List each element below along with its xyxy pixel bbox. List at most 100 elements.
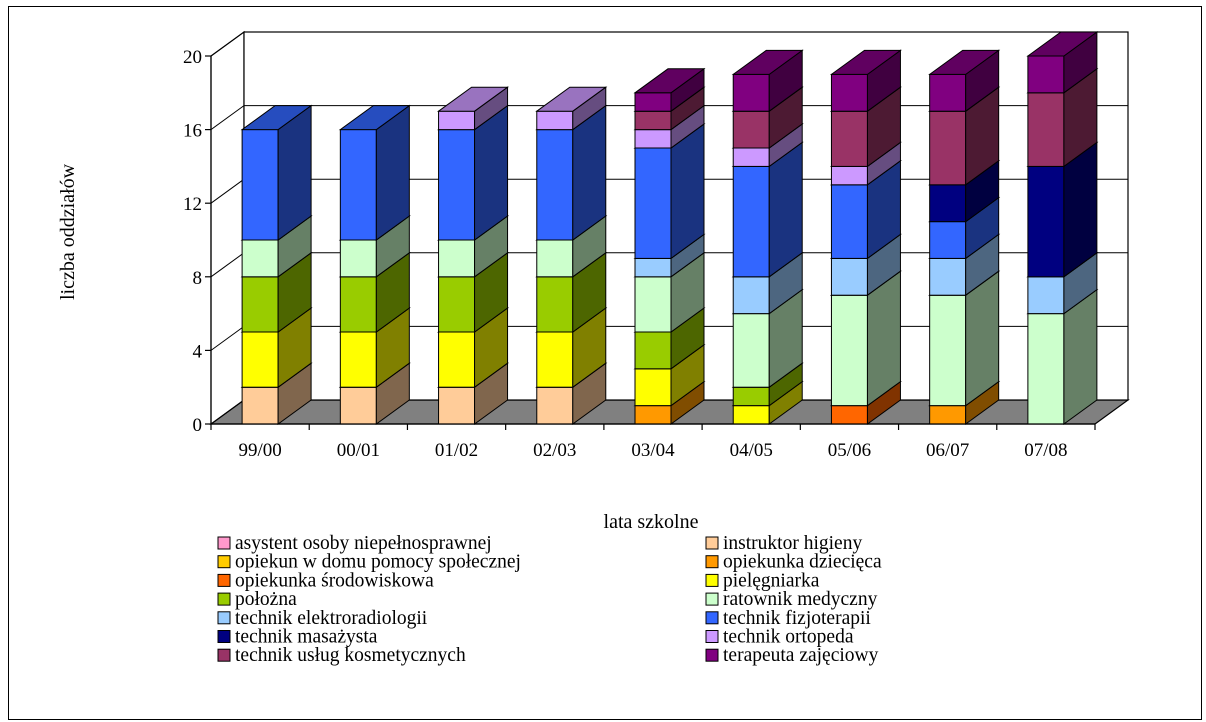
bar-front: [830, 184, 868, 259]
side-wall: [210, 30, 245, 426]
legend-label: technik fizjoterapii: [723, 608, 871, 629]
x-axis-title: lata szkolne: [604, 511, 699, 533]
bar-front: [438, 239, 476, 278]
bar-front: [732, 147, 770, 167]
legend-label: ratownik medyczny: [723, 589, 878, 610]
bar-front: [634, 276, 672, 333]
legend-item-technik-fizjoterapii: technik fizjoterapii: [705, 608, 871, 629]
legend-swatch: [217, 630, 231, 643]
bar-front: [1027, 276, 1065, 315]
bar-front: [732, 73, 770, 112]
legend-label: opiekun w domu pomocy społecznej: [235, 552, 521, 573]
x-tick-label: 06/07: [926, 440, 969, 461]
bar-top: [535, 86, 608, 112]
side-gridline: [210, 325, 245, 351]
legend-label: położna: [235, 589, 297, 610]
bar-segment-technik-uslug-kosmetycznych: [1026, 67, 1099, 168]
bar-top: [928, 49, 1001, 75]
bar-top: [1026, 31, 1099, 57]
bar-front: [634, 92, 672, 112]
chart-axes: 0 4 8 12 16 20 99/00 00/01 01/02 02/03 03/04 04/05 0…: [183, 47, 1096, 461]
bar-front: [830, 73, 868, 112]
bar-front: [339, 239, 377, 278]
legend-swatch: [217, 648, 231, 662]
bar-front: [830, 110, 868, 167]
legend-item-instruktor-higieny: instruktor higieny: [705, 533, 862, 554]
legend-swatch: [705, 630, 719, 643]
bar-stack-00-01: [338, 104, 411, 425]
bar-segment-technik-fizjoterapii: [437, 104, 510, 241]
legend-swatch: [217, 611, 231, 625]
x-tick-label: 04/05: [730, 440, 773, 461]
bar-front: [929, 221, 967, 259]
bar-front: [438, 331, 476, 388]
bar-front: [241, 331, 279, 388]
bar-front: [929, 405, 967, 425]
bar-front: [929, 257, 967, 296]
x-tick-label: 99/00: [238, 440, 281, 461]
legend-item-technik-ortopeda: technik ortopeda: [705, 627, 854, 648]
x-tick-label: 05/06: [828, 440, 871, 461]
legend-swatch: [217, 555, 231, 569]
bar-segment-terapeuta-zajeciowy: [928, 49, 1001, 113]
bar-segment-technik-elektroradiologii: [731, 251, 804, 315]
legend: asystent osoby niepełnosprawnej instrukto…: [217, 533, 882, 666]
legend-swatch: [217, 592, 231, 606]
chart-bars: [240, 31, 1099, 425]
legend-label: technik usług kosmetycznych: [235, 645, 466, 666]
bar-front: [830, 165, 868, 186]
legend-label: opiekunka dziecięca: [723, 552, 882, 573]
bar-front: [634, 147, 672, 259]
legend-swatch: [705, 592, 719, 606]
bar-front: [929, 184, 967, 223]
bar-front: [1027, 313, 1065, 425]
legend-label: instruktor higieny: [723, 533, 862, 554]
legend-swatch: [705, 611, 719, 625]
bar-stack-99-00: [240, 104, 313, 425]
legend-swatch: [217, 536, 231, 550]
legend-label: technik ortopeda: [723, 627, 854, 648]
bar-front: [732, 386, 770, 407]
bar-front: [634, 257, 672, 278]
legend-item-asystent-osoby-niepelnosprawnej: asystent osoby niepełnosprawnej: [217, 533, 492, 554]
bar-front: [634, 405, 672, 425]
x-tick-label: 01/02: [435, 440, 478, 461]
bar-front: [634, 331, 672, 370]
bar-front: [241, 386, 279, 425]
bar-front: [536, 110, 574, 131]
bar-top: [437, 86, 510, 112]
bar-stack-03-04: [633, 67, 706, 425]
bar-top: [240, 105, 313, 131]
legend-item-technik-elektroradiologii: technik elektroradiologii: [217, 608, 428, 629]
bar-front: [438, 110, 476, 131]
legend-label: opiekunka środowiskowa: [235, 570, 434, 591]
bar-segment-technik-ortopeda: [535, 86, 608, 131]
y-tick-label: 12: [183, 194, 202, 215]
bar-segment-terapeuta-zajeciowy: [829, 49, 902, 113]
bar-stack-07-08: [1026, 31, 1099, 425]
bar-front: [929, 110, 967, 186]
legend-item-ratownik-medyczny: ratownik medyczny: [705, 589, 878, 610]
bar-segment-terapeuta-zajeciowy: [633, 67, 706, 113]
bar-front: [830, 405, 868, 425]
bar-top: [633, 68, 706, 94]
legend-item-opiekun-w-domu-pomocy-spolecznej: opiekun w domu pomocy społecznej: [217, 552, 521, 573]
side-gridline: [210, 252, 245, 278]
bar-front: [536, 239, 574, 278]
bar-segment-terapeuta-zajeciowy: [1026, 31, 1099, 94]
legend-item-technik-uslug-kosmetycznych: technik usług kosmetycznych: [217, 645, 466, 666]
bar-top: [829, 49, 902, 75]
bar-front: [339, 331, 377, 388]
bar-segment-ratownik-medyczny: [829, 270, 902, 407]
x-tick-label: 02/03: [533, 440, 576, 461]
legend-item-technik-masazysta: technik masażysta: [217, 627, 378, 648]
bar-front: [536, 276, 574, 333]
y-tick-label: 20: [183, 47, 202, 68]
bar-front: [830, 257, 868, 296]
bar-front: [634, 368, 672, 407]
side-gridline: [210, 105, 245, 131]
legend-item-opiekunka-srodowiskowa: opiekunka środowiskowa: [217, 570, 434, 591]
legend-swatch: [705, 573, 719, 587]
bar-front: [536, 331, 574, 388]
